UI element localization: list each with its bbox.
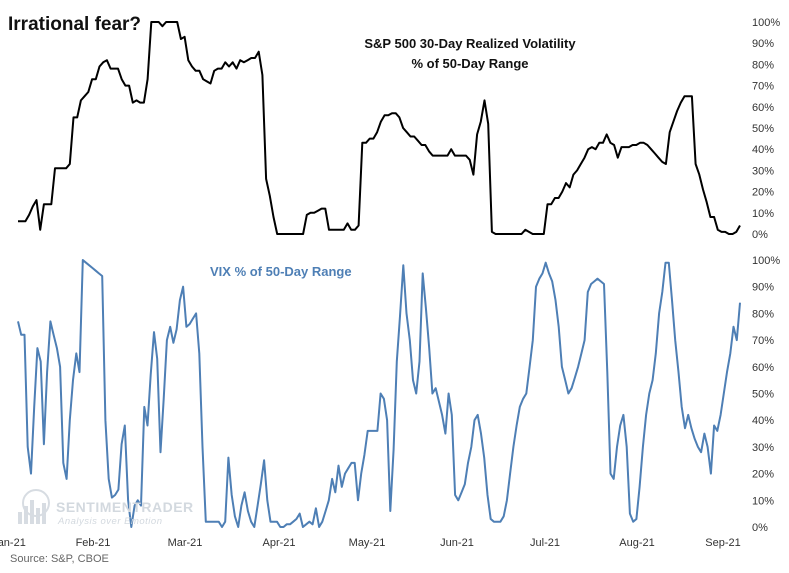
top-y-tick-label: 40% (752, 144, 774, 156)
x-tick-label: Aug-21 (619, 537, 654, 549)
watermark-subtext: Analysis over Emotion (57, 516, 162, 527)
bottom-y-tick-label: 20% (752, 469, 774, 481)
x-tick-label: May-21 (349, 537, 386, 549)
bottom-y-tick-label: 70% (752, 335, 774, 347)
x-tick-label: Mar-21 (168, 537, 203, 549)
x-tick-label: Jul-21 (530, 537, 560, 549)
vix-line (17, 259, 741, 528)
top-y-tick-label: 100% (752, 17, 780, 29)
top-annotation-line2: % of 50-Day Range (411, 56, 528, 71)
bottom-y-tick-label: 100% (752, 255, 780, 267)
bottom-y-tick-label: 40% (752, 415, 774, 427)
top-y-tick-label: 10% (752, 208, 774, 220)
bottom-annotation: VIX % of 50-Day Range (210, 264, 352, 279)
bottom-y-tick-label: 10% (752, 495, 774, 507)
top-y-tick-label: 50% (752, 123, 774, 135)
x-tick-label: Jan-21 (0, 537, 26, 549)
top-y-tick-label: 0% (752, 229, 768, 241)
top-annotation-line1: S&P 500 30-Day Realized Volatility (364, 36, 576, 51)
watermark-logo (18, 489, 50, 524)
top-y-tick-label: 20% (752, 187, 774, 199)
x-tick-label: Feb-21 (76, 537, 111, 549)
top-y-tick-label: 30% (752, 165, 774, 177)
top-y-tick-label: 80% (752, 59, 774, 71)
bottom-y-tick-label: 90% (752, 282, 774, 294)
bottom-panel-y-axis: 100% 90% 80% 70% 60% 50% 40% 30% 20% 10% 0% (752, 255, 780, 534)
realized-volatility-line (18, 21, 741, 235)
top-panel-y-axis: 100% 90% 80% 70% 60% 50% 40% 30% 20% 10% 0% (752, 17, 780, 241)
chart-title: Irrational fear? (8, 14, 141, 35)
x-axis: Jan-21 Feb-21 Mar-21 Apr-21 May-21 Jun-21 Jul-… (0, 537, 741, 549)
bottom-y-tick-label: 80% (752, 308, 774, 320)
bottom-y-tick-label: 50% (752, 389, 774, 401)
watermark-text: SENTIMENTRADER (56, 499, 194, 515)
x-tick-label: Sep-21 (705, 537, 740, 549)
top-y-tick-label: 90% (752, 38, 774, 50)
top-y-tick-label: 60% (752, 102, 774, 114)
bottom-y-tick-label: 30% (752, 442, 774, 454)
bottom-y-tick-label: 0% (752, 522, 768, 534)
x-tick-label: Apr-21 (262, 537, 295, 549)
x-tick-label: Jun-21 (440, 537, 474, 549)
bottom-y-tick-label: 60% (752, 362, 774, 374)
top-y-tick-label: 70% (752, 81, 774, 93)
source-note: Source: S&P, CBOE (10, 553, 109, 565)
